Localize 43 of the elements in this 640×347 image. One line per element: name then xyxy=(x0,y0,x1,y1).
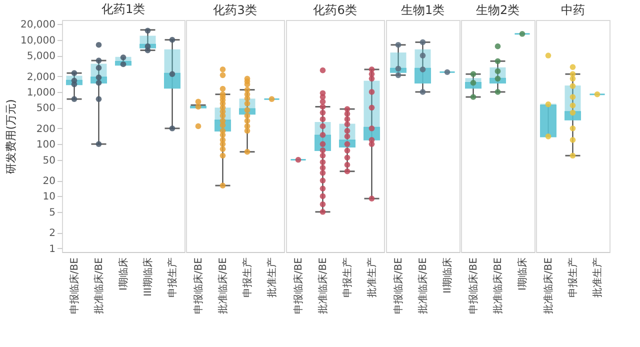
x-tick-label: 申报临床/BE xyxy=(292,258,304,314)
y-tick-label: 2 xyxy=(49,228,56,240)
y-tick-label: 10 xyxy=(42,192,56,203)
x-tick-label: 批准生产 xyxy=(366,258,378,298)
y-tick-label: 500 xyxy=(36,103,56,114)
y-tick-label: 2,000 xyxy=(26,72,56,83)
x-tick-label: 申报生产 xyxy=(166,258,178,298)
y-tick-label: 1 xyxy=(49,244,56,255)
x-tick-label: 批准临床/BE xyxy=(316,258,329,314)
x-tick-label: I期临床 xyxy=(516,258,528,290)
x-tick-label: 批准临床/BE xyxy=(542,258,554,314)
y-tick-label: 20,000 xyxy=(20,20,56,31)
chart-title: 化药6类 xyxy=(313,3,357,17)
x-tick-label: 申报生产 xyxy=(341,258,354,298)
x-tick-label: II期临床 xyxy=(441,258,454,294)
chart-title: 化药3类 xyxy=(213,3,257,17)
chart-title: 中药 xyxy=(560,3,585,17)
y-tick-label: 5 xyxy=(49,207,56,218)
y-tick-label: 1,000 xyxy=(26,87,56,98)
x-tick-label: 批准临床/BE xyxy=(216,258,229,314)
y-tick-label: 20 xyxy=(42,176,56,188)
y-tick-label: 100 xyxy=(36,140,56,151)
y-tick-label: 10,000 xyxy=(20,35,56,46)
chart-title: 化药1类 xyxy=(101,2,146,16)
y-tick-label: 200 xyxy=(36,124,56,135)
x-tick-label: 申报临床/BE xyxy=(68,258,80,314)
x-tick-label: 批准临床/BE xyxy=(92,258,105,314)
chart-title: 生物2类 xyxy=(476,3,520,17)
x-tick-label: 申报临床/BE xyxy=(192,258,204,314)
x-tick-label: III期临床 xyxy=(142,258,154,296)
y-tick-label: 5,000 xyxy=(26,51,56,62)
x-tick-label: 申报生产 xyxy=(566,258,579,298)
y-tick-label: 50 xyxy=(42,155,56,166)
x-tick-label: 批准临床/BE xyxy=(492,258,504,314)
x-tick-label: 批准生产 xyxy=(266,258,278,298)
chart-title: 生物1类 xyxy=(400,3,445,17)
x-tick-label: 申报生产 xyxy=(241,258,254,298)
x-tick-label: 批准临床/BE xyxy=(416,258,429,314)
x-tick-label: I期临床 xyxy=(117,258,130,290)
x-tick-label: 申报临床/BE xyxy=(392,258,404,314)
x-tick-label: 批准生产 xyxy=(591,258,604,298)
x-tick-label: 申报临床/BE xyxy=(467,258,480,314)
y-axis-title: 研发费用(万元) xyxy=(4,99,18,174)
